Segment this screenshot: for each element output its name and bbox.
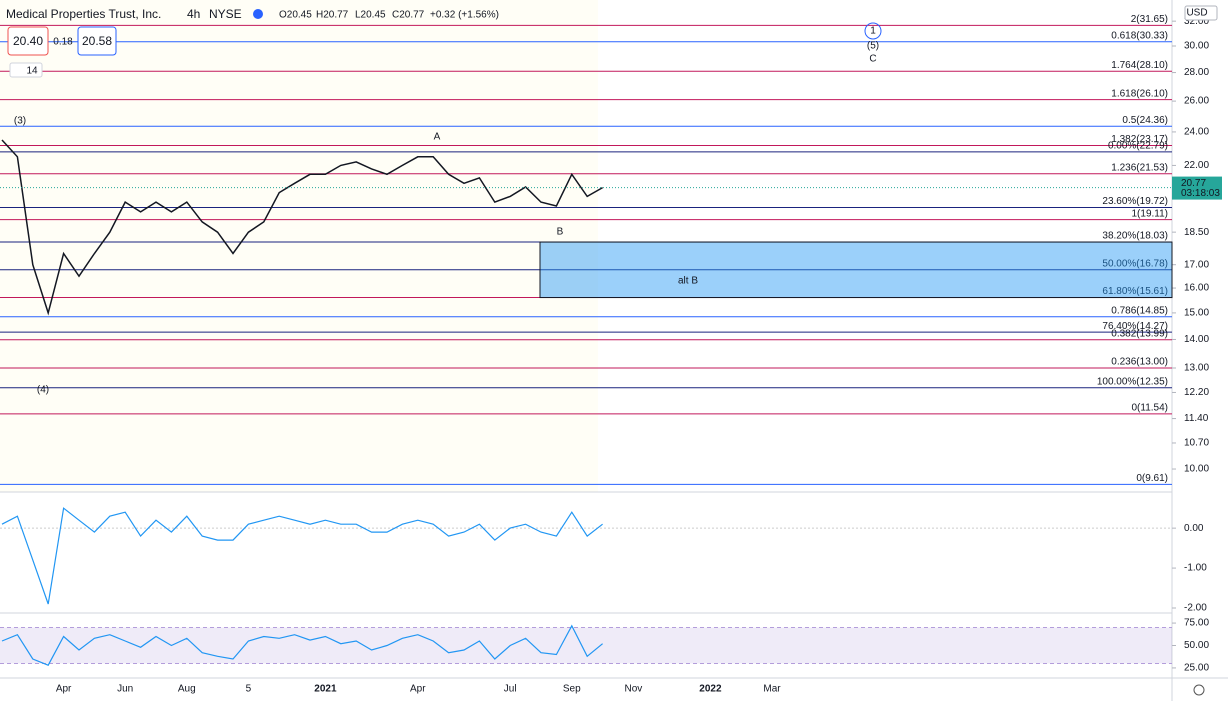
fib-label: 1.236(21.53) (1111, 162, 1168, 173)
close: C20.77 (392, 10, 425, 21)
x-tick-label: Nov (625, 684, 643, 695)
change: +0.32 (+1.56%) (430, 10, 499, 21)
indicator-line (1, 624, 603, 666)
y-tick-label: 50.00 (1184, 640, 1209, 651)
y-tick-label: 10.00 (1184, 464, 1209, 475)
fib-label: 76.40%(14.27) (1102, 321, 1168, 332)
x-tick-label: Jun (117, 684, 133, 695)
wave-label: 1 (870, 26, 876, 37)
fib-label: 100.00%(12.35) (1097, 376, 1168, 387)
indicator-count: 14 (26, 66, 38, 77)
fib-label: 0.00%(22.79) (1108, 140, 1168, 151)
fib-label: 0.5(24.36) (1122, 115, 1168, 126)
low: L20.45 (355, 10, 386, 21)
wave-label: A (434, 132, 441, 143)
y-tick-label: 30.00 (1184, 41, 1209, 52)
fib-label: 0.618(30.33) (1111, 30, 1168, 41)
y-tick-label: 14.00 (1184, 334, 1209, 345)
fib-label: 38.20%(18.03) (1102, 231, 1168, 242)
bid: 20.40 (13, 34, 43, 48)
y-tick-label: 15.00 (1184, 308, 1209, 319)
wave-label: B (557, 227, 564, 238)
fib-label: 61.80%(15.61) (1102, 286, 1168, 297)
symbol: Medical Properties Trust, Inc. (6, 7, 161, 21)
last-price: 20.77 (1181, 178, 1206, 189)
y-tick-label: 26.00 (1184, 96, 1209, 107)
market-status[interactable] (253, 9, 263, 19)
y-tick-label: 0.00 (1184, 523, 1204, 534)
alt-b-zone (539, 241, 1173, 299)
y-tick-label: 22.00 (1184, 160, 1209, 171)
indicator-line (1, 507, 603, 605)
y-tick-label: 12.20 (1184, 387, 1209, 398)
buy-button[interactable] (77, 26, 117, 56)
countdown: 03:18:03 (1181, 188, 1220, 199)
fib-label: 1.764(28.10) (1111, 60, 1168, 71)
currency-button[interactable] (1184, 5, 1218, 21)
fib-label: 1(19.11) (1131, 208, 1168, 219)
settings-icon[interactable] (1193, 684, 1205, 696)
x-tick-label: Sep (563, 684, 581, 695)
x-tick-label: Jul (504, 684, 517, 695)
y-tick-label: -1.00 (1184, 563, 1207, 574)
spread: 0.18 (53, 37, 73, 48)
y-tick-label: 32.00 (1184, 16, 1209, 27)
y-tick-label: -2.00 (1184, 603, 1207, 614)
x-tick-label: Aug (178, 684, 196, 695)
wave-label: (4) (37, 385, 49, 396)
x-tick-label: 2022 (699, 684, 722, 695)
y-tick-label: 10.70 (1184, 438, 1209, 449)
interval: 4h (187, 7, 200, 21)
open: O20.45 (279, 10, 312, 21)
x-tick-label: 5 (246, 684, 252, 695)
wave-label: (5) (867, 41, 879, 52)
x-tick-label: 2021 (314, 684, 337, 695)
y-tick-label: 16.00 (1184, 283, 1209, 294)
fib-label: 0.236(13.00) (1111, 357, 1168, 368)
indicators-toggle[interactable] (9, 62, 43, 78)
rsi-band (0, 627, 1172, 664)
fib-label: 1.618(26.10) (1111, 88, 1168, 99)
x-tick-label: Apr (56, 684, 72, 695)
fib-levels: 2(31.65) 0.618(30.33) 1.764(28.10) 1.618(26… (0, 14, 1173, 485)
y-tick-label: 13.00 (1184, 363, 1209, 374)
high: H20.77 (316, 10, 349, 21)
y-tick-label: 75.00 (1184, 618, 1209, 629)
sell-button[interactable] (7, 26, 49, 56)
wave-label: C (869, 54, 876, 65)
y-tick-label: 28.00 (1184, 67, 1209, 78)
fib-label: 0.382(13.99) (1111, 328, 1168, 339)
last-price-box (1172, 176, 1222, 200)
fib-label: 0(11.54) (1131, 403, 1168, 414)
fib-label: 0(9.61) (1136, 473, 1168, 484)
currency: USD (1186, 8, 1207, 19)
wave-circle (864, 22, 882, 40)
session-shading (0, 0, 598, 492)
y-tick-label: 24.00 (1184, 127, 1209, 138)
x-tick-label: Apr (410, 684, 426, 695)
y-tick-label: 17.00 (1184, 259, 1209, 270)
fib-label: 0.786(14.85) (1111, 305, 1168, 316)
y-tick-label: 18.50 (1184, 227, 1209, 238)
y-tick-label: 25.00 (1184, 663, 1209, 674)
x-tick-label: Mar (763, 684, 781, 695)
fib-label: 2(31.65) (1131, 14, 1168, 25)
fib-label: 50.00%(16.78) (1102, 258, 1168, 269)
exchange: NYSE (209, 7, 242, 21)
ask: 20.58 (82, 34, 112, 48)
fib-label: 23.60%(19.72) (1102, 196, 1168, 207)
wave-label: alt B (678, 276, 698, 287)
fib-label: 1.382(23.17) (1111, 134, 1168, 145)
price-line (1, 139, 603, 316)
wave-label: (3) (14, 116, 26, 127)
y-tick-label: 11.40 (1184, 413, 1209, 424)
